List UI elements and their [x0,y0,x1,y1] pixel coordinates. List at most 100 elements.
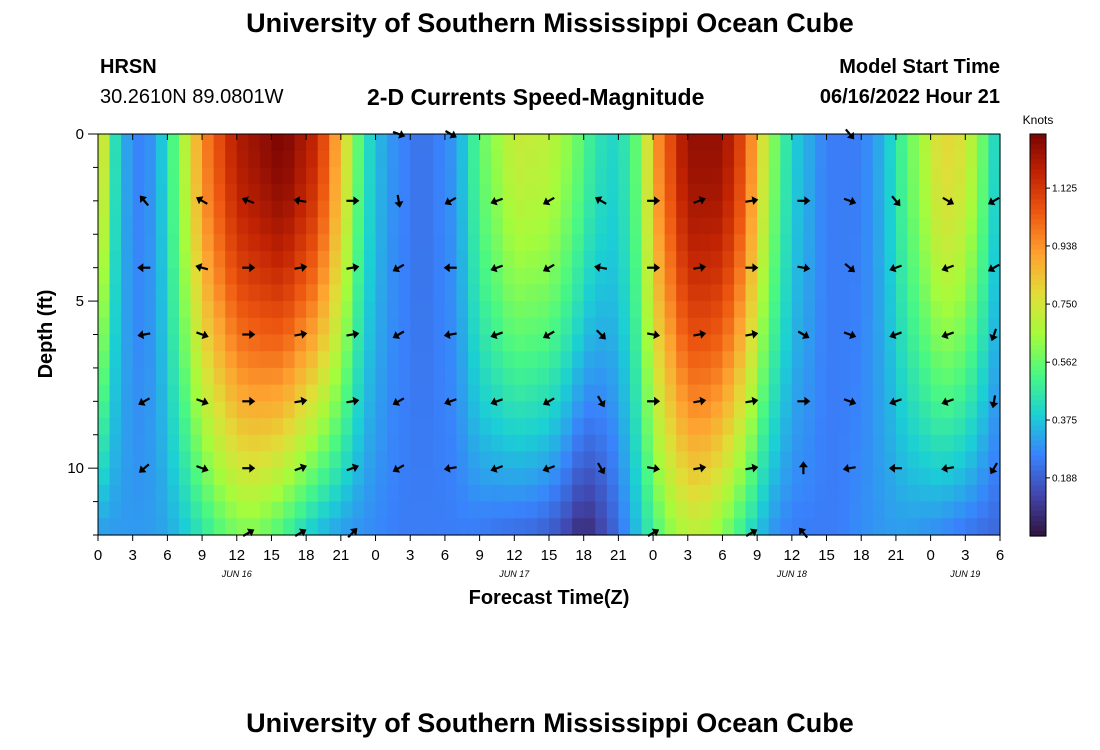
colorbar-swatch [1030,355,1046,361]
heatmap-cell [213,301,226,319]
heatmap-cell [861,401,874,419]
heatmap-cell [537,451,550,469]
heatmap-cell [942,250,955,269]
heatmap-cell [502,334,515,352]
heatmap-cell [456,284,469,302]
heatmap-cell [363,284,377,302]
heatmap-cell [259,250,273,269]
heatmap-cell [734,334,747,352]
heatmap-cell [225,217,238,235]
heatmap-cell [549,384,562,402]
heatmap-cell [699,401,712,419]
heatmap-cell [942,518,955,536]
heatmap-cell [560,284,573,302]
heatmap-cell [363,484,377,503]
heatmap-cell [502,250,515,269]
heatmap-cell [213,200,226,219]
heatmap-cell [826,234,839,252]
heatmap-cell [352,434,365,453]
colorbar-swatch [1030,209,1046,215]
heatmap-cell [745,134,758,152]
colorbar-tick-label: 0.562 [1052,358,1077,369]
heatmap-cell [884,351,897,369]
heatmap-cell [930,267,943,285]
heatmap-cell [965,234,978,252]
heatmap-cell [317,301,330,319]
heatmap-cell [421,184,434,202]
heatmap-cell [687,334,700,352]
colorbar-swatch [1030,289,1046,296]
current-arrow [242,396,256,406]
heatmap-cell [340,334,354,352]
heatmap-cell [618,150,631,169]
heatmap-cell [595,250,608,269]
heatmap-cell [121,518,134,536]
heatmap-cell [606,267,619,285]
heatmap-cell [444,518,458,536]
heatmap-cell [595,451,608,469]
heatmap-cell [283,484,296,503]
heatmap-cell [861,150,874,169]
arrow-head [654,396,661,406]
heatmap-cell [352,250,365,269]
heatmap-cell [930,217,943,235]
heatmap-cell [734,401,747,419]
heatmap-cell [768,484,781,503]
heatmap-cell [121,200,134,219]
heatmap-cell [283,134,296,152]
heatmap-cell [329,518,342,536]
heatmap-cell [664,301,677,319]
heatmap-cell [410,334,423,352]
heatmap-cell [687,167,700,185]
heatmap-cell [340,234,354,252]
heatmap-cell [814,501,828,519]
heatmap-cell [398,484,411,503]
heatmap-cell [953,451,966,469]
current-arrow [392,464,405,473]
heatmap-cell [699,434,712,453]
heatmap-cell [375,217,388,235]
heatmap-cell [560,184,573,202]
heatmap-cell [907,284,920,302]
heatmap-cell [595,284,608,302]
heatmap-cell [791,301,805,319]
heatmap-cell [745,234,758,252]
heatmap-cell [363,401,377,419]
colorbar-swatch [1030,294,1046,301]
heatmap-cell [421,284,434,302]
heatmap-cell [745,301,758,319]
heatmap-cell [768,317,781,336]
heatmap-cell [271,317,284,336]
current-arrow [346,463,359,473]
heatmap-cell [225,518,238,536]
heatmap-cell [942,134,955,152]
heatmap-cell [109,301,122,319]
colorbar-swatch [1030,465,1046,472]
heatmap-cell [340,384,354,402]
heatmap-cell [479,451,492,469]
heatmap-cell [907,301,920,319]
heatmap-cell [132,384,145,402]
heatmap-cell [930,200,943,219]
heatmap-cell [329,150,342,169]
heatmap-cell [872,301,885,319]
colorbar-swatch [1030,335,1046,341]
heatmap-cell [525,200,539,219]
heatmap-cell [421,351,434,369]
current-arrow [293,196,307,206]
heatmap-cell [352,484,365,503]
heatmap-cell [109,217,122,235]
heatmap-cell [294,451,307,469]
heatmap-cell [722,334,735,352]
heatmap-cell [421,518,434,536]
heatmap-cell [283,317,296,336]
heatmap-cell [965,484,978,503]
heatmap-cell [225,284,238,302]
heatmap-cell [444,150,458,169]
arrow-head [654,196,661,206]
heatmap-cell [710,468,724,486]
heatmap-cell [953,200,966,219]
heatmap-cell [109,334,122,352]
heatmap-cell [722,250,735,269]
current-arrow [693,396,707,406]
